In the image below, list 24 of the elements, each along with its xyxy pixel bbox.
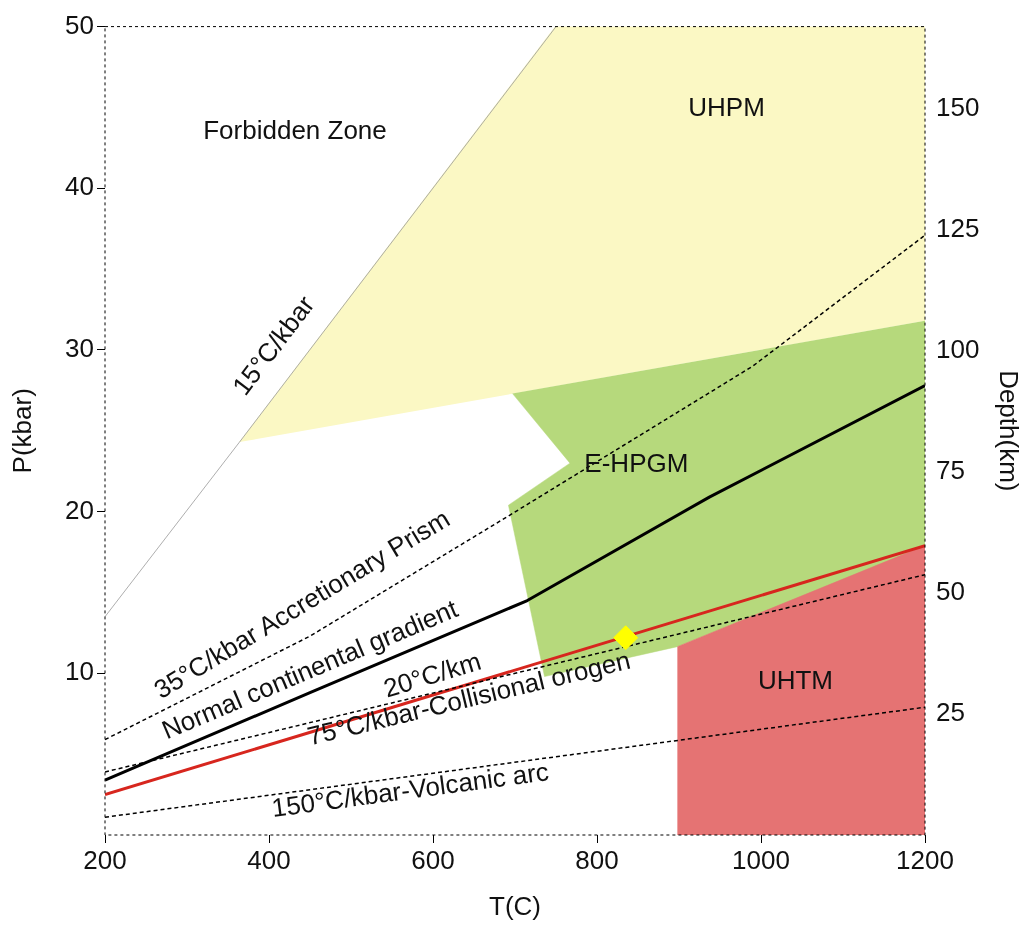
y2-tick-label: 50 <box>936 576 965 607</box>
x-axis-title: T(C) <box>489 890 541 921</box>
y2-tick-label: 75 <box>936 455 965 486</box>
y2-tick-label: 150 <box>936 92 980 123</box>
y2-tick-label: 125 <box>936 213 980 244</box>
y-tick-label: 50 <box>65 9 94 40</box>
x-tick-label: 400 <box>247 844 291 875</box>
x-tick-label: 1000 <box>732 844 790 875</box>
x-tick-label: 200 <box>83 844 127 875</box>
x-tick-label: 800 <box>575 844 619 875</box>
series-label: UHTM <box>757 664 833 695</box>
y2-tick-label: 25 <box>936 697 965 728</box>
series-label: E-HPGM <box>584 447 689 478</box>
series-label: UHPM <box>688 92 765 123</box>
y2-axis-title: Depth(km) <box>994 370 1025 492</box>
y-tick-label: 20 <box>65 494 94 525</box>
y-axis-title: P(kbar) <box>6 388 37 474</box>
y2-tick-label: 100 <box>936 334 980 365</box>
x-tick-label: 600 <box>411 844 455 875</box>
x-tick-label: 1200 <box>896 844 954 875</box>
annotation: Forbidden Zone <box>203 114 387 145</box>
y-tick-label: 10 <box>65 656 94 687</box>
y-tick-label: 40 <box>65 171 94 202</box>
y-tick-label: 30 <box>65 333 94 364</box>
